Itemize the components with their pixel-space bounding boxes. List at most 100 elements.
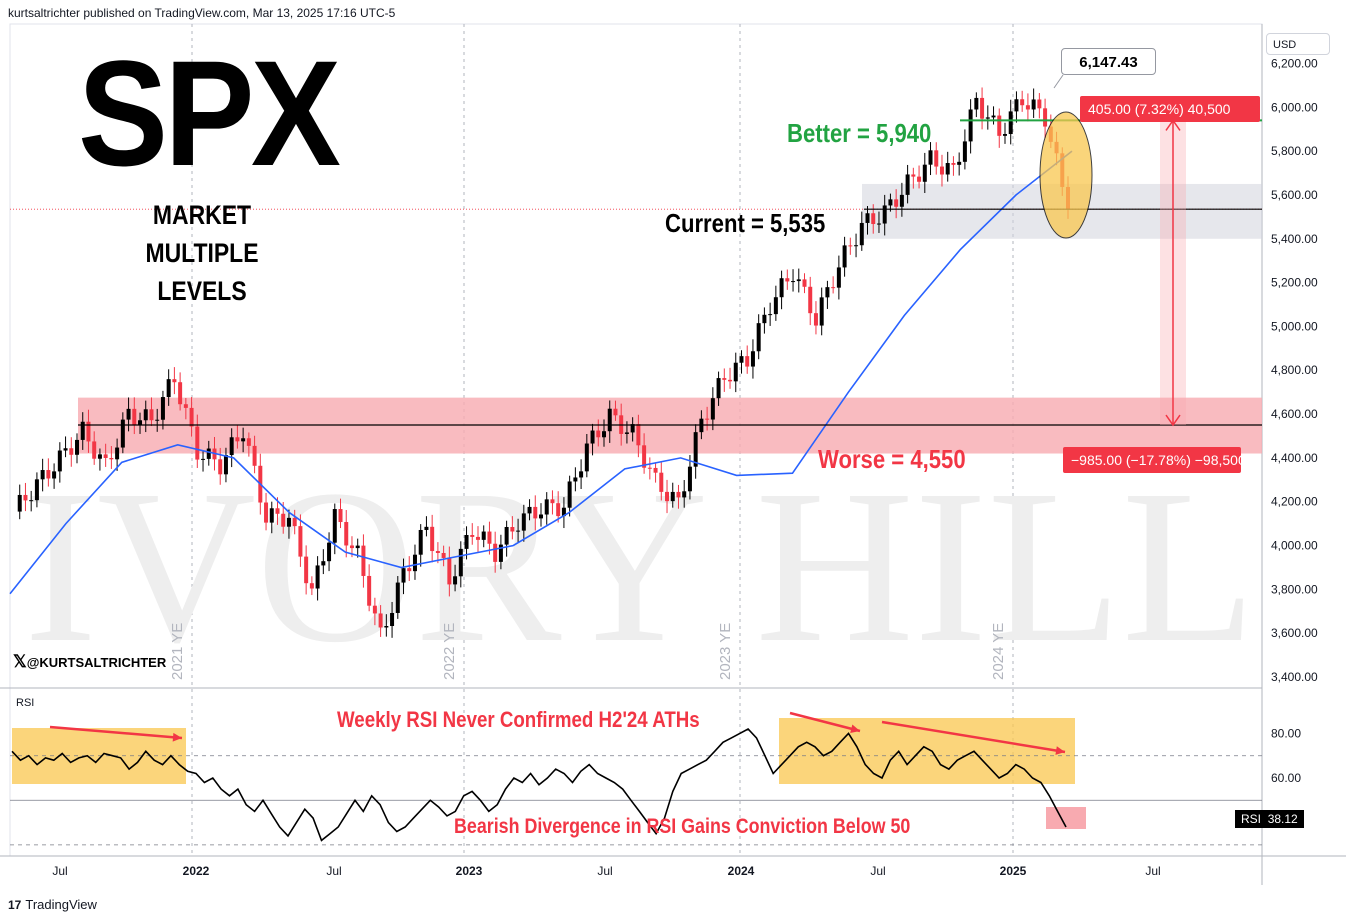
candle-body <box>103 454 108 458</box>
watermark-text: IVORY HILL <box>24 444 1256 688</box>
rsi-note-annotation: Bearish Divergence in RSI Gains Convicti… <box>454 815 911 838</box>
candle-body <box>722 378 727 380</box>
candle-body <box>304 556 309 584</box>
year-end-label: 2023 YE <box>717 623 734 680</box>
candle-body <box>447 557 452 585</box>
tradingview-logo-icon: 17 <box>8 897 22 912</box>
high-callout: 6,147.43 <box>1061 48 1156 75</box>
candle-body <box>647 467 652 469</box>
candle-body <box>309 583 314 589</box>
candle-body <box>286 517 291 527</box>
candle-body <box>458 548 463 577</box>
candle-body <box>29 500 34 502</box>
time-tick-label: Jul <box>52 864 67 878</box>
down-measure-badge: −985.00 (−17.78%) −98,500 <box>1063 447 1241 473</box>
rsi-highlight-right <box>779 718 1075 784</box>
candle-body <box>189 407 194 427</box>
candle-body <box>819 297 824 326</box>
candle-body <box>475 536 480 540</box>
candle-body <box>533 506 538 519</box>
candle-body <box>92 441 97 459</box>
candle-body <box>871 213 876 225</box>
candle-body <box>607 408 612 432</box>
candle-body <box>1025 105 1030 110</box>
currency-selector[interactable]: USD <box>1266 33 1330 55</box>
year-end-label: 2022 YE <box>441 623 458 680</box>
price-axis: 3,400.00 3,600.00 3,800.00 4,000.00 4,200.00… <box>1271 56 1318 684</box>
time-tick-label: Jul <box>326 864 341 878</box>
candle-body <box>573 477 578 482</box>
candle-body <box>980 97 985 119</box>
candle-body <box>716 378 721 399</box>
time-tick-label: 2022 <box>183 864 210 878</box>
candle-body <box>590 430 595 444</box>
candle-body <box>1008 111 1013 135</box>
candle-body <box>407 568 412 572</box>
rsi-tick-label: 60.00 <box>1271 771 1301 785</box>
candle-body <box>327 542 332 562</box>
candle-body <box>464 535 469 549</box>
candle-body <box>951 163 956 165</box>
moving-average-line <box>9 150 1073 595</box>
year-end-label: 2024 YE <box>990 623 1007 680</box>
time-tick-label: Jul <box>597 864 612 878</box>
candle-body <box>613 408 618 416</box>
candle-body <box>504 526 509 545</box>
candle-body <box>418 529 423 555</box>
rsi-trend-arrow <box>49 725 183 740</box>
candle-body <box>487 531 492 544</box>
rsi-line <box>11 728 1067 842</box>
candle-body <box>733 362 738 382</box>
up-measure-badge: 405.00 (7.32%) 40,500 <box>1080 96 1260 122</box>
candle-body <box>939 166 944 175</box>
candle-body <box>206 448 211 459</box>
candle-body <box>1014 99 1019 112</box>
price-tick-label: 4,800.00 <box>1271 363 1318 377</box>
candle-body <box>802 279 807 287</box>
candle-body <box>636 424 641 446</box>
candle-body <box>527 506 532 514</box>
callout-pointer <box>1053 74 1064 89</box>
candle-body <box>498 544 503 562</box>
current-label: Current = 5,535 <box>665 208 826 238</box>
candle-body <box>115 447 120 460</box>
candle-body <box>567 481 572 508</box>
candle-body <box>842 245 847 268</box>
candle-body <box>899 194 904 207</box>
price-tick-label: 5,200.00 <box>1271 276 1318 290</box>
candle-body <box>762 314 767 324</box>
candle-body <box>888 199 893 206</box>
candle-body <box>917 176 922 182</box>
candle-body <box>521 513 526 531</box>
candle-body <box>315 565 320 589</box>
candle-body <box>52 471 57 479</box>
candle-body <box>332 509 337 543</box>
candle-body <box>756 323 761 352</box>
candle-body <box>126 408 131 420</box>
candle-body <box>470 535 475 537</box>
rsi-pane: 80.00 60.00 <box>10 711 1301 846</box>
candle-body <box>401 568 406 583</box>
candle-body <box>768 314 773 316</box>
candle-body <box>384 625 389 628</box>
publish-header: kurtsaltrichter published on TradingView… <box>8 6 396 20</box>
candle-body <box>928 150 933 165</box>
candle-body <box>550 499 555 504</box>
candle-body <box>481 531 486 540</box>
candle-body <box>264 502 269 523</box>
candle-body <box>544 499 549 515</box>
candle-body <box>911 174 916 177</box>
candle-body <box>435 551 440 553</box>
candle-body <box>670 491 675 502</box>
candle-body <box>773 297 778 315</box>
price-tick-label: 4,000.00 <box>1271 539 1318 553</box>
candle-body <box>796 279 801 282</box>
time-tick-label: 2025 <box>1000 864 1027 878</box>
candle-body <box>441 552 446 558</box>
candle-body <box>1020 99 1025 106</box>
rsi-trend-arrow <box>881 720 1066 754</box>
candle-body <box>349 545 354 549</box>
candle-body <box>539 514 543 519</box>
candle-body <box>321 561 326 566</box>
